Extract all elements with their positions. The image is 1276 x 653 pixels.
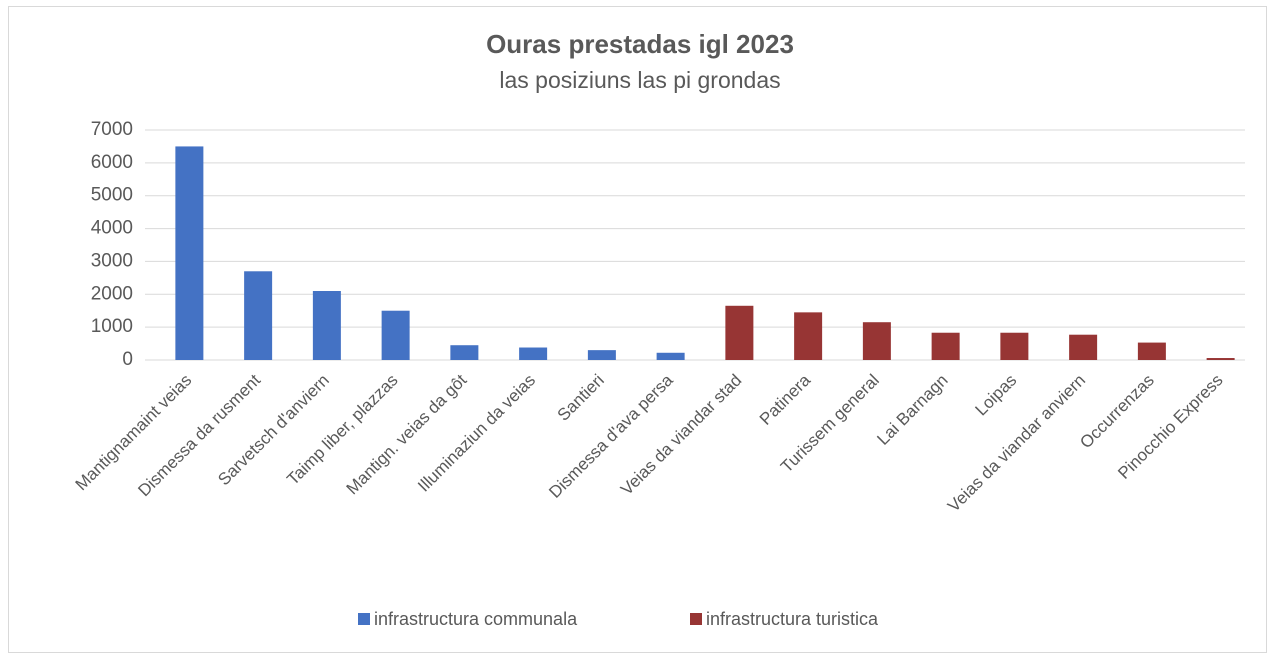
bar (862, 322, 891, 360)
bar (1206, 358, 1235, 360)
bar (1137, 342, 1166, 360)
legend-label: infrastructura turistica (706, 609, 879, 629)
y-tick-label: 7000 (91, 119, 133, 140)
y-tick-label: 3000 (91, 250, 133, 271)
bar (1069, 334, 1098, 360)
chart-title: Ouras prestadas igl 2023 (486, 29, 794, 59)
bar (312, 291, 341, 360)
bar (450, 345, 479, 360)
bar (175, 146, 204, 360)
y-tick-label: 4000 (91, 218, 133, 239)
y-tick-label: 2000 (91, 283, 133, 304)
bar (725, 305, 754, 360)
bar (244, 271, 273, 360)
chart-border (8, 6, 1267, 653)
bar (931, 332, 960, 360)
legend-swatch (358, 613, 370, 625)
bar (519, 347, 548, 360)
y-tick-label: 5000 (91, 185, 133, 206)
legend-swatch (690, 613, 702, 625)
legend-label: infrastructura communala (374, 609, 578, 629)
y-tick-label: 6000 (91, 152, 133, 173)
bar (656, 352, 685, 360)
bar (1000, 332, 1029, 360)
y-tick-label: 0 (122, 349, 133, 370)
bar (794, 312, 823, 360)
bar (587, 350, 616, 360)
chart-subtitle: las posiziuns las pi grondas (499, 67, 780, 93)
bar (381, 310, 410, 360)
y-tick-label: 1000 (91, 316, 133, 337)
